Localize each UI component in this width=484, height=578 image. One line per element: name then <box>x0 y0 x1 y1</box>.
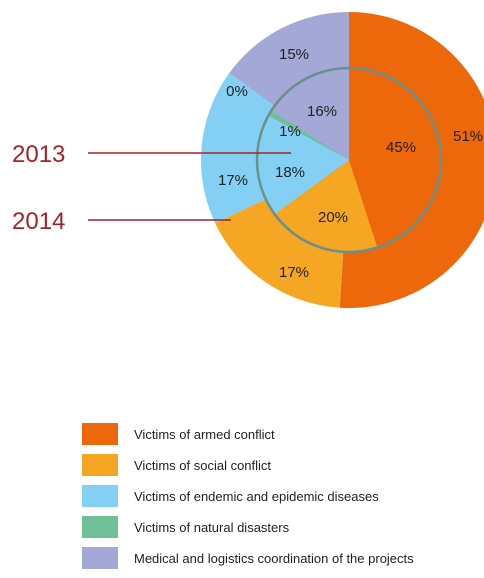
legend-swatch <box>82 516 118 538</box>
outer-label-coordination: 15% <box>279 46 309 63</box>
outer-label-social-conflict: 17% <box>279 264 309 281</box>
inner-slice-natural-disasters <box>268 110 349 160</box>
inner-label-natural-disasters: 1% <box>279 123 301 140</box>
legend-swatch <box>82 485 118 507</box>
legend-label: Victims of social conflict <box>134 457 272 473</box>
inner-slice-armed-conflict <box>349 68 442 248</box>
outer-label-diseases: 17% <box>218 172 248 189</box>
inner-label-social-conflict: 20% <box>318 209 348 226</box>
legend-item-social-conflict: Victims of social conflict <box>82 454 414 476</box>
legend-swatch <box>82 454 118 476</box>
inner-slice-diseases <box>256 115 349 215</box>
inner-label-armed-conflict: 45% <box>386 139 416 156</box>
legend: Victims of armed conflict Victims of soc… <box>82 423 414 578</box>
outer-label-armed-conflict: 51% <box>453 128 483 145</box>
year-label-2014: 2014 <box>12 208 65 235</box>
year-label-2013: 2013 <box>12 141 65 168</box>
inner-slice-coordination <box>271 68 349 160</box>
legend-item-diseases: Victims of endemic and epidemic diseases <box>82 485 414 507</box>
inner-slice-social-conflict <box>274 160 378 253</box>
inner-pie-border <box>255 66 443 254</box>
legend-label: Medical and logistics coordination of th… <box>134 550 414 566</box>
inner-label-diseases: 18% <box>275 164 305 181</box>
legend-item-natural-disasters: Victims of natural disasters <box>82 516 414 538</box>
legend-label: Victims of natural disasters <box>134 519 290 535</box>
outer-label-natural-disasters: 0% <box>226 83 248 100</box>
legend-swatch <box>82 547 118 569</box>
slice-labels: 45% 20% 18% 1% 16% 51% 17% 17% 0% 15% <box>218 46 483 281</box>
legend-swatch <box>82 423 118 445</box>
legend-label: Victims of endemic and epidemic diseases <box>134 488 379 504</box>
chart: 45% 20% 18% 1% 16% 51% 17% 17% 0% 15% 2013 2014 <box>12 12 484 308</box>
legend-item-coordination: Medical and logistics coordination of th… <box>82 547 414 569</box>
legend-label: Victims of armed conflict <box>134 426 275 442</box>
inner-pie-2013 <box>256 68 442 253</box>
inner-label-coordination: 16% <box>307 103 337 120</box>
legend-item-armed-conflict: Victims of armed conflict <box>82 423 414 445</box>
